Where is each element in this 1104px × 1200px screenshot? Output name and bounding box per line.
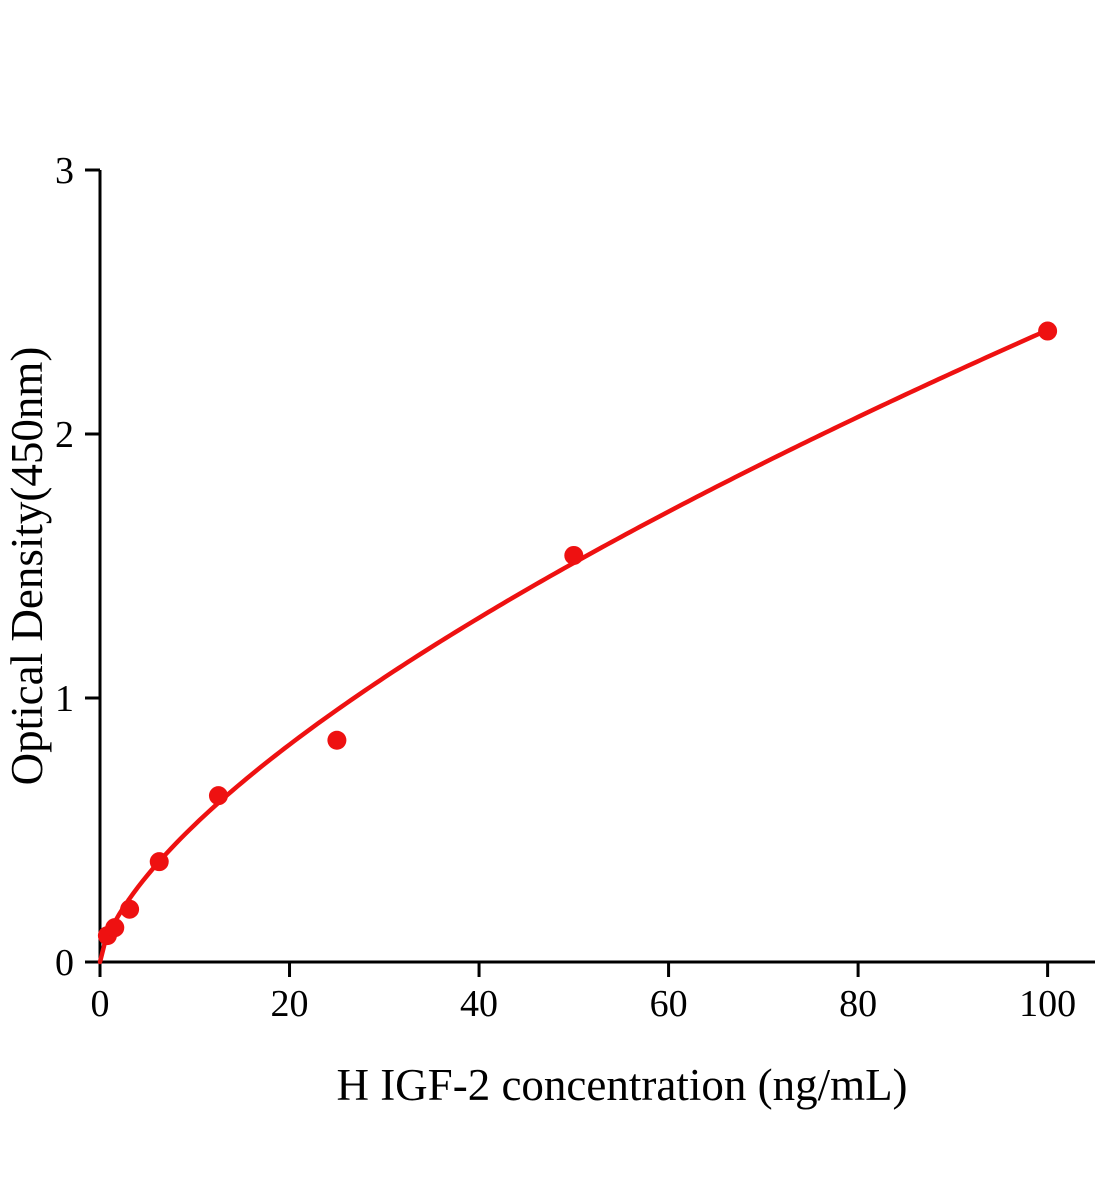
- y-tick-label: 1: [55, 678, 74, 720]
- fitted-curve-layer: [97, 327, 1050, 965]
- data-points-layer: [97, 321, 1058, 946]
- y-tick-label: 2: [55, 414, 74, 456]
- y-axis-label: Optical Density(450nm): [2, 347, 52, 786]
- x-tick-label: 80: [839, 983, 877, 1025]
- y-tick-label: 0: [55, 942, 74, 984]
- data-point: [1038, 321, 1058, 341]
- x-tick-label: 40: [460, 983, 498, 1025]
- x-axis-label: H IGF-2 concentration (ng/mL): [336, 1060, 907, 1110]
- x-tick-label: 60: [650, 983, 688, 1025]
- x-tick-label: 100: [1019, 983, 1076, 1025]
- data-point: [327, 730, 347, 750]
- standard-curve-path: [97, 327, 1050, 965]
- data-point: [149, 852, 169, 872]
- x-tick-label: 0: [91, 983, 110, 1025]
- data-point: [564, 545, 584, 565]
- data-point: [208, 786, 228, 806]
- x-tick-label: 20: [271, 983, 309, 1025]
- data-point: [105, 918, 125, 938]
- y-tick-label: 3: [55, 150, 74, 192]
- axes: 0 20 40 60 80 100 0 1 2 3: [55, 150, 1095, 1025]
- data-point: [120, 899, 140, 919]
